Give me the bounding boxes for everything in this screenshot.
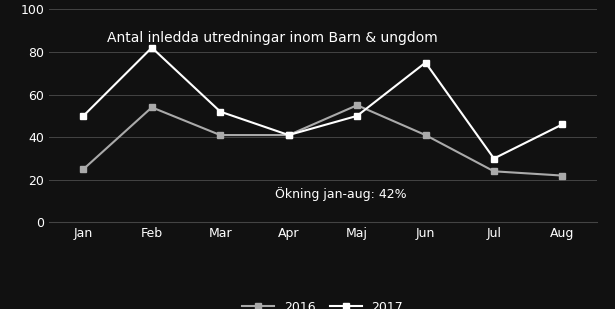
2017 — [558, 123, 566, 126]
2016 — [216, 133, 224, 137]
2016 — [148, 105, 156, 109]
2016 — [80, 167, 87, 171]
2017 — [422, 61, 429, 64]
2016 — [285, 133, 292, 137]
Text: Ökning jan-aug: 42%: Ökning jan-aug: 42% — [275, 187, 407, 201]
Line: 2016: 2016 — [81, 103, 565, 178]
2016 — [558, 174, 566, 177]
2017 — [148, 46, 156, 49]
Legend: 2016, 2017: 2016, 2017 — [237, 296, 408, 309]
2016 — [422, 133, 429, 137]
Text: Antal inledda utredningar inom Barn & ungdom: Antal inledda utredningar inom Barn & un… — [108, 31, 438, 44]
2016 — [490, 169, 498, 173]
2017 — [80, 114, 87, 118]
2017 — [490, 157, 498, 160]
2016 — [354, 103, 361, 107]
2017 — [354, 114, 361, 118]
2017 — [285, 133, 292, 137]
Line: 2017: 2017 — [81, 45, 565, 161]
2017 — [216, 110, 224, 113]
